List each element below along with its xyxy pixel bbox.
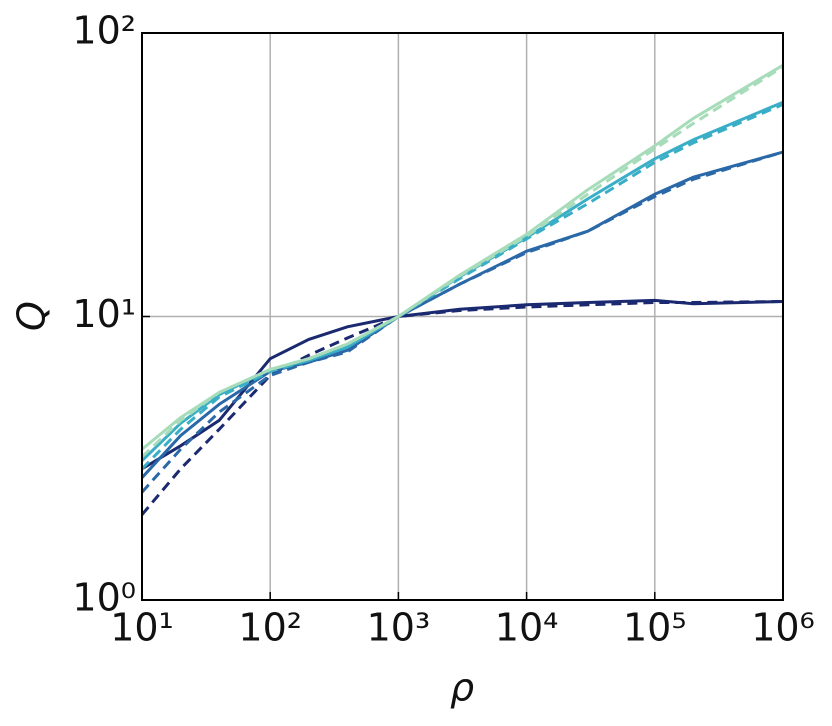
series-line [140, 150, 784, 479]
x-axis-label: ρ [450, 666, 474, 710]
series-line [140, 65, 784, 458]
y-tick-label: 10¹ [72, 292, 136, 336]
series-line [140, 300, 784, 516]
y-tick-label: 10⁰ [72, 576, 136, 620]
x-tick-label: 10² [238, 606, 302, 650]
series-line [140, 103, 784, 470]
x-tick-label: 10⁶ [751, 606, 815, 650]
x-tick-label: 10³ [367, 606, 431, 650]
y-tick-label: 10² [72, 9, 136, 53]
x-tick-label: 10¹ [110, 606, 174, 650]
plot-frame [141, 32, 784, 601]
x-tick-label: 10⁵ [623, 606, 687, 650]
series-line [140, 150, 784, 494]
x-tick-label: 10⁴ [495, 606, 559, 650]
y-axis-label: Q [10, 301, 54, 331]
